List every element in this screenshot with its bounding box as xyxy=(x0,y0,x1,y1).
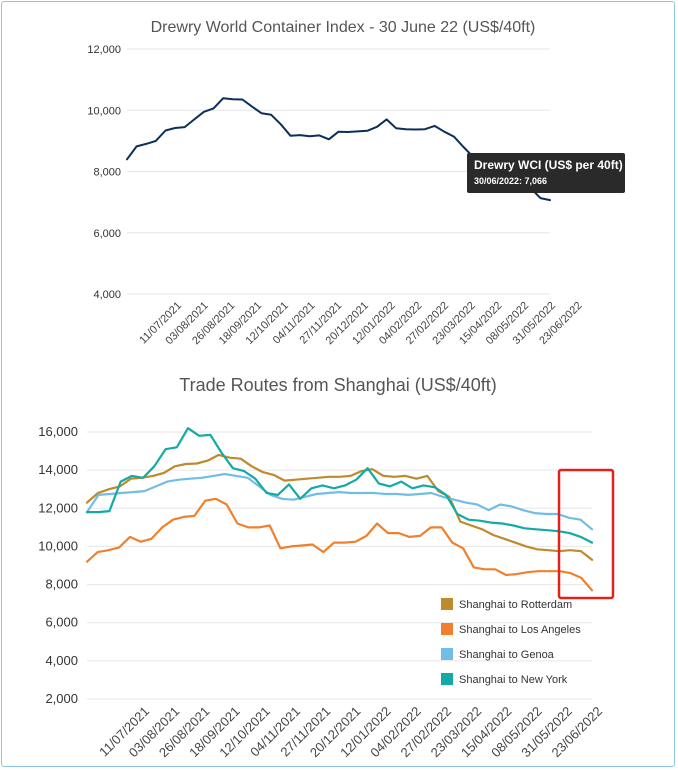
chart-title: Drewry World Container Index - 30 June 2… xyxy=(151,19,536,36)
tooltip-body: 30/06/2022: 7,066 xyxy=(474,176,547,186)
y-tick-label: 6,000 xyxy=(93,228,121,240)
y-tick-label: 8,000 xyxy=(93,167,121,179)
tooltip-box xyxy=(467,153,625,193)
tooltip: Drewry WCI (US$ per 40ft) 30/06/2022: 7,… xyxy=(467,153,625,193)
tooltip-title: Drewry WCI (US$ per 40ft) xyxy=(474,158,623,172)
y-tick-label: 4,000 xyxy=(93,289,121,301)
y-tick-label: 12,000 xyxy=(87,44,121,56)
y-tick-label: 10,000 xyxy=(87,105,121,117)
wci-chart: Drewry World Container Index - 30 June 2… xyxy=(87,19,625,347)
